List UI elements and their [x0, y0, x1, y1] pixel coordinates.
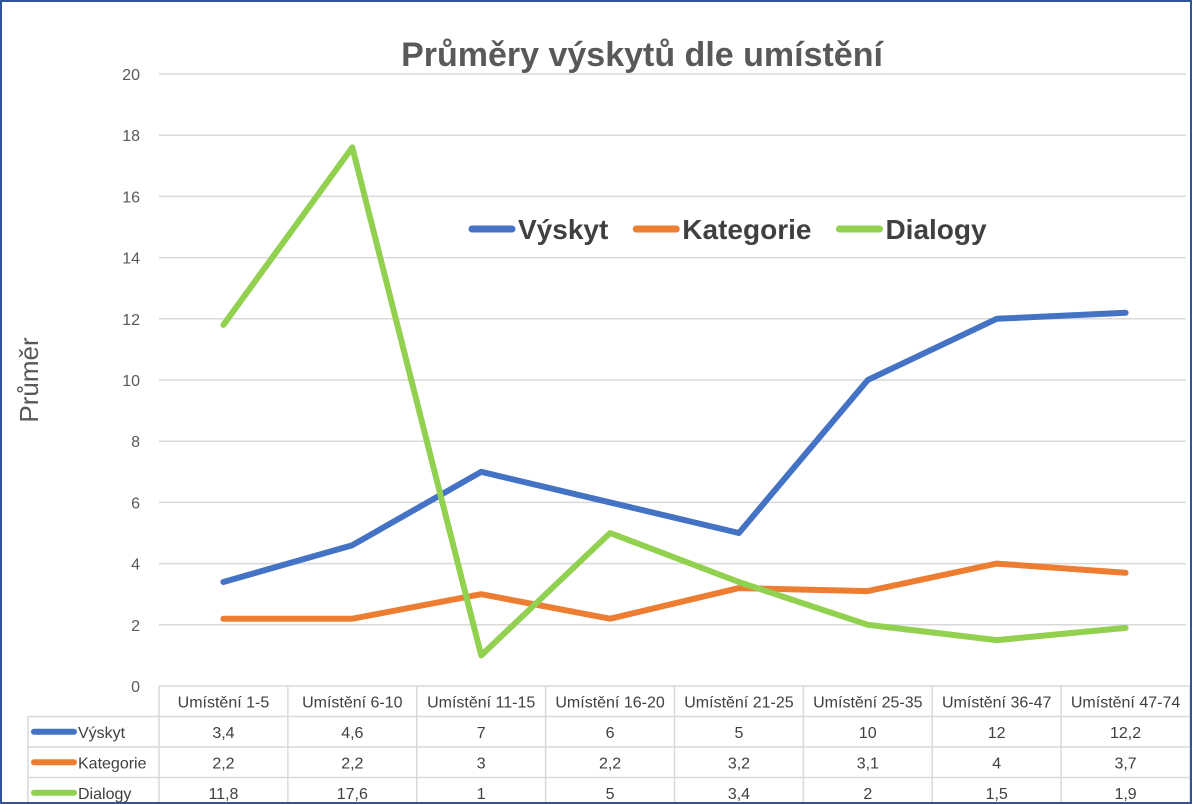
table-cell-value: 6 — [606, 725, 615, 742]
table-cell-value: 11,8 — [208, 786, 238, 802]
y-tick-label: 14 — [122, 251, 140, 268]
x-category-label: Umístění 11-15 — [427, 694, 535, 711]
y-axis-ticks: 0 2 4 6 8 10 12 14 16 18 20 — [122, 67, 140, 696]
y-tick-label: 2 — [131, 618, 140, 635]
x-category-label: Umístění 36-47 — [942, 694, 1051, 711]
table-cell-value: 3,4 — [728, 786, 750, 802]
table-cell-value: 1 — [477, 786, 486, 802]
table-cell-value: 3,7 — [1114, 755, 1136, 772]
table-series-name: Dialogy — [78, 786, 131, 802]
table-cell-value: 7 — [477, 725, 486, 742]
y-tick-label: 12 — [122, 312, 140, 329]
x-category-label: Umístění 47-74 — [1071, 694, 1180, 711]
x-category-label: Umístění 1-5 — [178, 694, 270, 711]
y-tick-label: 0 — [131, 679, 140, 696]
table-cell-value: 3,2 — [728, 755, 750, 772]
table-series-name: Kategorie — [78, 755, 147, 772]
x-category-label: Umístění 6-10 — [302, 694, 403, 711]
table-cell-value: 1,9 — [1114, 786, 1136, 802]
table-cell-value: 5 — [734, 725, 743, 742]
y-axis-label: Průměr — [14, 337, 44, 423]
table-cell-value: 12,2 — [1110, 725, 1141, 742]
data-table: Umístění 1-5 Umístění 6-10 Umístění 11-15 U… — [27, 685, 1190, 802]
x-category-label: Umístění 25-35 — [813, 694, 922, 711]
y-tick-label: 6 — [131, 495, 140, 512]
y-tick-label: 18 — [122, 128, 140, 145]
legend-label: Kategorie — [682, 214, 811, 245]
table-cell-value: 4,6 — [341, 725, 363, 742]
y-tick-label: 8 — [131, 434, 140, 451]
table-cell-value: 3,1 — [857, 755, 879, 772]
table-cell-value: 12 — [988, 725, 1006, 742]
legend-label: Dialogy — [885, 214, 987, 245]
table-cell-value: 1,5 — [986, 786, 1008, 802]
y-tick-label: 16 — [122, 189, 140, 206]
series-line-dialogy — [220, 144, 1129, 659]
chart-title: Průměry výskytů dle umístění — [401, 36, 884, 74]
table-cell-value: 17,6 — [337, 786, 368, 802]
table-cell-value: 3 — [477, 755, 486, 772]
table-cell-value: 10 — [859, 725, 877, 742]
table-cell-value: 4 — [992, 755, 1001, 772]
legend-label: Výskyt — [518, 214, 608, 245]
table-cell-value: 2,2 — [599, 755, 621, 772]
gridlines — [159, 73, 1186, 626]
table-cell-value: 2,2 — [341, 755, 363, 772]
table-cell-value: 2 — [863, 786, 872, 802]
x-category-label: Umístění 16-20 — [555, 694, 664, 711]
table-series-name: Výskyt — [78, 725, 126, 742]
legend: Výskyt Kategorie Dialogy — [468, 214, 987, 245]
table-cell-value: 3,4 — [212, 725, 234, 742]
x-category-label: Umístění 21-25 — [684, 694, 793, 711]
table-cell-value: 2,2 — [212, 755, 234, 772]
table-cell-value: 5 — [606, 786, 615, 802]
y-tick-label: 20 — [122, 67, 140, 84]
y-tick-label: 4 — [131, 557, 140, 574]
y-tick-label: 10 — [122, 373, 140, 390]
series-line-kategorie — [220, 560, 1129, 622]
series-lines — [220, 144, 1129, 659]
series-line-výskyt — [220, 309, 1129, 585]
